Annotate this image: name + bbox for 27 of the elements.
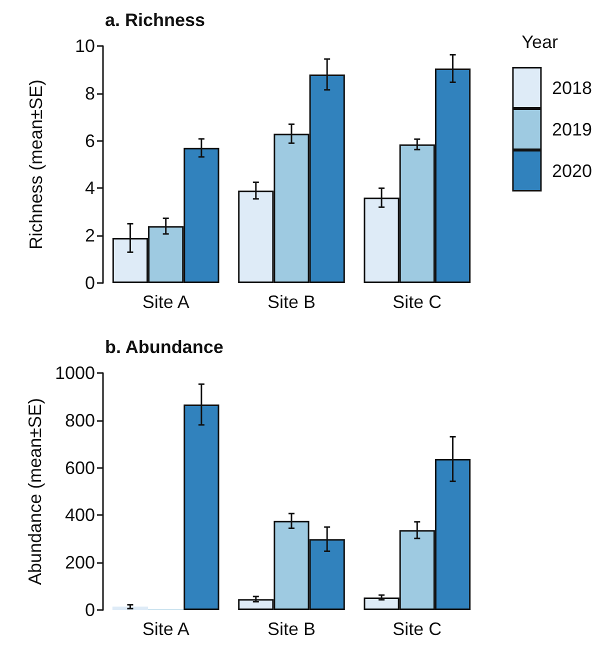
legend-title: Year xyxy=(522,32,558,52)
legend-label: 2018 xyxy=(552,78,592,98)
x-tick-label: Site C xyxy=(392,292,442,312)
y-tick-label: 600 xyxy=(64,458,95,478)
y-tick-label: 1000 xyxy=(54,363,95,383)
bar xyxy=(112,606,148,610)
y-tick-label: 2 xyxy=(84,226,95,246)
y-axis-title: Abundance (mean±SE) xyxy=(25,398,46,585)
y-tick-label: 800 xyxy=(64,410,95,430)
x-tick-label: Site A xyxy=(142,292,190,312)
y-tick-label: 0 xyxy=(84,600,95,620)
chart-title: b. Abundance xyxy=(105,337,224,357)
y-tick-label: 0 xyxy=(84,273,95,293)
y-tick-label: 400 xyxy=(64,505,95,526)
y-tick-label: 4 xyxy=(84,178,95,198)
chart-title: a. Richness xyxy=(105,10,206,30)
legend-label: 2019 xyxy=(552,119,592,140)
legend-label: 2020 xyxy=(552,160,592,181)
x-tick-label: Site B xyxy=(267,619,316,639)
x-tick-label: Site B xyxy=(267,292,316,312)
y-axis-title: Richness (mean±SE) xyxy=(26,80,46,250)
y-tick-label: 6 xyxy=(84,130,95,151)
y-tick-label: 8 xyxy=(84,83,95,104)
y-tick-label: 200 xyxy=(64,552,95,573)
x-tick-label: Site C xyxy=(392,619,442,639)
y-tick-label: 10 xyxy=(74,36,95,56)
x-tick-label: Site A xyxy=(142,619,190,639)
